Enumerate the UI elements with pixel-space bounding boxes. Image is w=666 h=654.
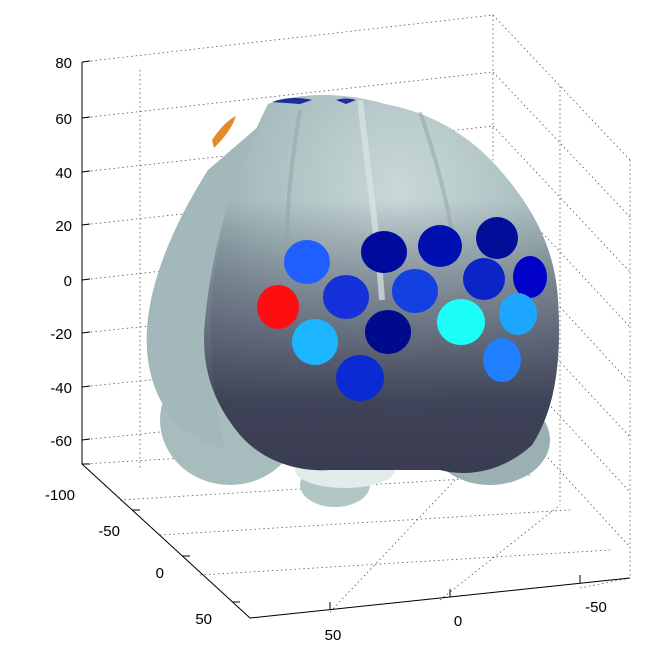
electrode	[336, 355, 384, 401]
y-axis-ticks: -100 -50 0 50	[45, 487, 212, 628]
z-tick: 40	[55, 165, 72, 182]
head-surface	[146, 95, 560, 507]
x-axis-ticks: 50 0 -50	[325, 599, 607, 644]
y-tick: -50	[98, 523, 120, 540]
electrode	[463, 258, 505, 300]
x-tick: 0	[454, 613, 462, 630]
electrode	[499, 293, 537, 335]
electrode	[323, 275, 369, 319]
electrode	[437, 299, 485, 345]
electrode	[483, 338, 521, 382]
z-tick: -40	[50, 380, 72, 397]
electrode	[513, 256, 547, 298]
z-tick: 80	[55, 55, 72, 72]
electrode	[365, 310, 411, 354]
axes	[81, 60, 631, 619]
z-tick: -20	[50, 326, 72, 343]
z-tick: 20	[55, 218, 72, 235]
z-tick: 60	[55, 111, 72, 128]
y-tick: 50	[195, 611, 212, 628]
z-tick: 0	[64, 273, 72, 290]
x-tick: 50	[325, 627, 342, 644]
z-axis-ticks: 80 60 40 20 0 -20 -40 -60	[50, 55, 72, 450]
x-tick: -50	[585, 599, 607, 616]
electrode	[418, 225, 462, 267]
electrode-array	[257, 217, 547, 401]
y-tick: -100	[45, 487, 75, 504]
z-tick: -60	[50, 433, 72, 450]
electrode	[257, 285, 299, 329]
y-tick: 0	[156, 565, 164, 582]
electrode	[476, 217, 518, 259]
electrode	[361, 231, 407, 273]
electrode	[284, 240, 330, 284]
electrode	[292, 319, 338, 365]
electrode	[392, 269, 438, 313]
